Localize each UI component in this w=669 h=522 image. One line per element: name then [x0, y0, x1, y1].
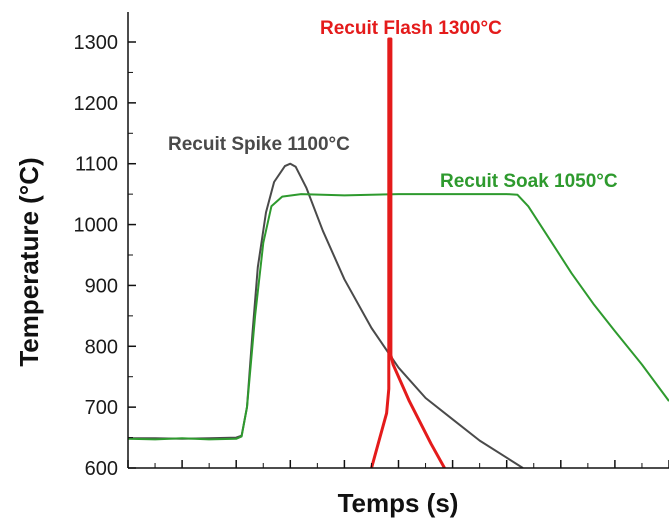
y-tick-label: 1200 — [74, 93, 119, 115]
annotation-spike: Recuit Spike 1100°C — [168, 134, 350, 155]
series-line-2 — [128, 193, 669, 441]
annotation-flash: Recuit Flash 1300°C — [320, 18, 502, 39]
y-axis-title: Temperature (°C) — [14, 157, 44, 366]
y-tick-label: 600 — [85, 458, 118, 480]
x-axis-title: Temps (s) — [338, 488, 459, 518]
series-line-3 — [370, 37, 446, 468]
y-tick-label: 1300 — [74, 32, 119, 54]
annotation-soak: Recuit Soak 1050°C — [440, 171, 618, 192]
y-tick-label: 1100 — [75, 154, 118, 176]
series-line-1 — [128, 162, 524, 468]
series-layer — [128, 37, 669, 468]
y-tick-label: 900 — [85, 275, 118, 297]
y-tick-label: 1000 — [74, 215, 119, 237]
ticks-layer — [127, 41, 669, 469]
y-tick-label: 800 — [85, 336, 118, 358]
axes-layer — [127, 12, 669, 469]
y-tick-labels: 600 700 800 900 1000 1100 1200 1300 — [74, 32, 119, 480]
y-tick-label: 700 — [85, 397, 118, 419]
